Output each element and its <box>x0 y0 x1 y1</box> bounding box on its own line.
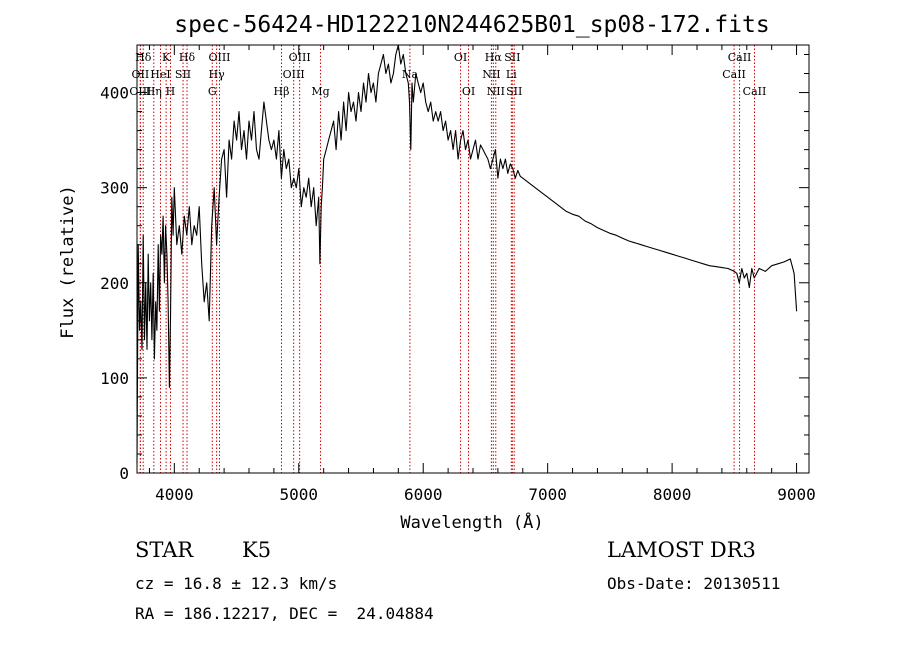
spectral-line-label: CaII <box>743 85 767 98</box>
spectral-line-label: SII <box>175 68 191 81</box>
spectral-line-label: Hη <box>146 85 162 98</box>
redshift-velocity: cz = 16.8 ± 12.3 km/s <box>135 574 338 593</box>
object-subclass: K5 <box>242 538 272 562</box>
spectral-line-label: H <box>166 85 176 98</box>
spectral-line-label: G <box>208 85 217 98</box>
x-tick-label: 5000 <box>280 485 319 504</box>
y-tick-label: 400 <box>100 84 129 103</box>
survey-name: LAMOST DR3 <box>607 538 756 562</box>
x-tick-label: 9000 <box>777 485 816 504</box>
spectral-line-label: CaII <box>728 51 752 64</box>
observation-date: Obs-Date: 20130511 <box>607 574 781 593</box>
x-axis-label: Wavelength (Å) <box>400 511 543 533</box>
y-tick-label: 300 <box>100 179 129 198</box>
spectral-line-label: OIII <box>289 51 311 64</box>
spectral-line-label: OI <box>462 85 475 98</box>
spectral-line-markers <box>139 45 755 473</box>
spectral-line-label: HeI <box>150 68 170 81</box>
spectral-line-label: CaII <box>722 68 746 81</box>
spectral-line-label: NII <box>487 85 505 98</box>
spectral-line-label: Hδ <box>135 51 152 64</box>
x-axis-ticks: 4000 5000 6000 7000 8000 9000 <box>148 45 816 504</box>
spectral-line-label: Hα <box>485 51 503 64</box>
y-axis-ticks: 0 100 200 300 400 <box>100 54 809 483</box>
x-tick-label: 4000 <box>155 485 194 504</box>
flux-series-line <box>136 44 798 464</box>
spectral-line-labels: Hδ OII OIII K HeI Hη Hδ SII H OIII Hγ G OIII OIII Hβ Mg… <box>129 51 766 98</box>
y-tick-label: 0 <box>119 464 129 483</box>
spectral-line-label: K <box>162 51 171 64</box>
spectral-line-label: Hδ <box>179 51 196 64</box>
coordinates: RA = 186.12217, DEC = 24.04884 <box>135 604 434 623</box>
spectral-line-label: NII <box>482 68 500 81</box>
y-axis-label: Flux (relative) <box>58 185 78 339</box>
spectral-line-label: OIII <box>283 68 305 81</box>
plot-frame <box>136 44 810 474</box>
spectral-line-label: Li <box>506 68 517 81</box>
spectral-line-label: OIII <box>129 85 151 98</box>
chart-title: spec-56424-HD122210N244625B01_sp08-172.f… <box>174 12 769 38</box>
spectral-line-label: Hβ <box>274 85 290 98</box>
y-tick-label: 200 <box>100 274 129 293</box>
spectral-line-label: OII <box>132 68 150 81</box>
spectral-line-label: Mg <box>311 85 329 98</box>
spectral-line-label: OI <box>454 51 467 64</box>
x-tick-label: 7000 <box>528 485 567 504</box>
spectral-line-label: Hγ <box>209 68 226 81</box>
x-tick-label: 8000 <box>653 485 692 504</box>
x-tick-label: 6000 <box>404 485 443 504</box>
object-class: STAR <box>135 538 194 562</box>
spectral-line-label: SII <box>506 85 522 98</box>
spectral-line-label: OIII <box>208 51 230 64</box>
y-tick-label: 100 <box>100 369 129 388</box>
spectral-line-label: SII <box>504 51 520 64</box>
